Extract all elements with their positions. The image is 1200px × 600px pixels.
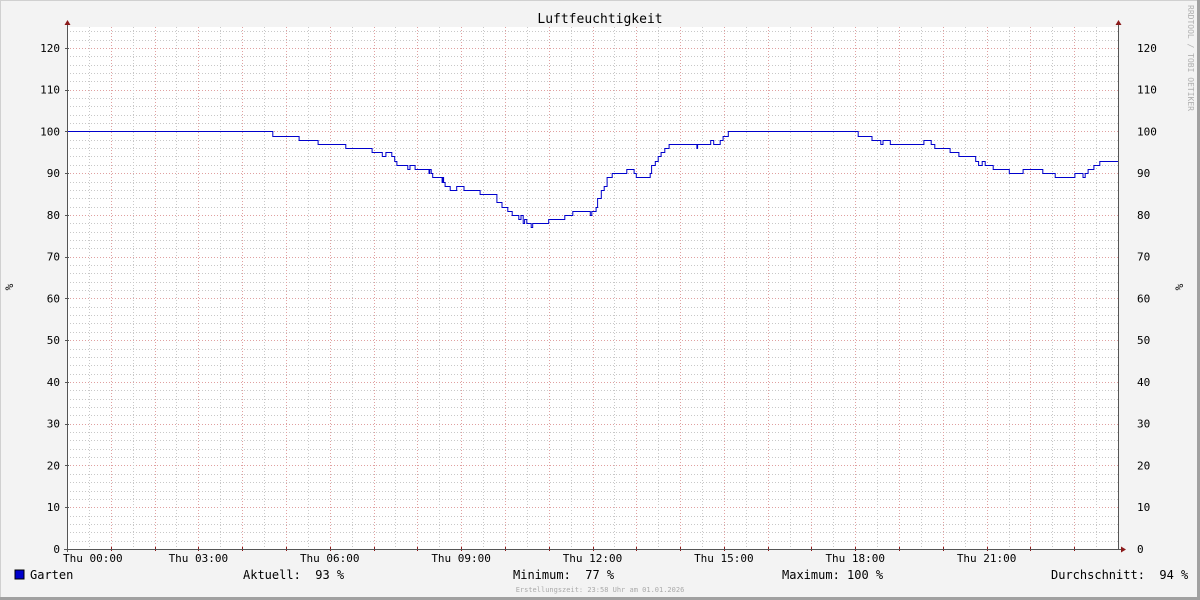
y-tick-label-left: 60 xyxy=(47,292,60,305)
y-tick-label-right: 110 xyxy=(1137,84,1157,97)
y-tick-label-right: 70 xyxy=(1137,251,1150,264)
y-tick-label-left: 40 xyxy=(47,376,60,389)
y-tick-label-right: 20 xyxy=(1137,459,1150,472)
y-tick-label-right: 40 xyxy=(1137,376,1150,389)
axes xyxy=(64,20,1126,553)
y-tick-label-left: 30 xyxy=(47,418,60,431)
y-axis-label-right: % xyxy=(1173,283,1186,290)
y-tick-label-right: 60 xyxy=(1137,292,1150,305)
x-tick-label: Thu 09:00 xyxy=(431,552,491,565)
y-tick-label-left: 100 xyxy=(40,125,60,138)
y-tick-label-right: 120 xyxy=(1137,42,1157,55)
legend-maximum: Maximum: 100 % xyxy=(782,568,884,582)
legend-minimum: Minimum: 77 % xyxy=(513,568,615,582)
y-tick-label-right: 80 xyxy=(1137,209,1150,222)
x-tick-label: Thu 06:00 xyxy=(300,552,360,565)
y-axis-label-left: % xyxy=(3,283,16,290)
y-tick-label-left: 110 xyxy=(40,84,60,97)
x-tick-label: Thu 21:00 xyxy=(957,552,1017,565)
x-tick-label: Thu 03:00 xyxy=(169,552,229,565)
legend-swatch-garten xyxy=(14,569,25,580)
y-tick-label-right: 30 xyxy=(1137,418,1150,431)
y-tick-label-left: 70 xyxy=(47,251,60,264)
y-tick-label-right: 10 xyxy=(1137,501,1150,514)
legend-current: Aktuell: 93 % xyxy=(243,568,345,582)
watermark: RRDTOOL / TOBI OETIKER xyxy=(1186,5,1195,111)
y-tick-label-right: 100 xyxy=(1137,125,1157,138)
y-tick-label-right: 90 xyxy=(1137,167,1150,180)
x-axis-arrow-icon xyxy=(1121,546,1126,553)
plot-area xyxy=(67,27,1118,549)
y-axis-right-arrow-icon xyxy=(1115,20,1122,25)
y-tick-label-right: 50 xyxy=(1137,334,1150,347)
y-tick-label-right: 0 xyxy=(1137,543,1144,556)
x-tick-label: Thu 18:00 xyxy=(825,552,885,565)
creation-time: Erstellungszeit: 23:58 Uhr am 01.01.2026 xyxy=(516,586,685,594)
y-axis-arrow-icon xyxy=(64,20,71,25)
grid xyxy=(67,27,1118,549)
y-tick-label-left: 50 xyxy=(47,334,60,347)
y-tick-label-left: 10 xyxy=(47,501,60,514)
chart-title: Luftfeuchtigkeit xyxy=(537,12,662,27)
x-tick-label: Thu 15:00 xyxy=(694,552,754,565)
y-tick-label-left: 0 xyxy=(53,543,60,556)
y-tick-label-left: 90 xyxy=(47,167,60,180)
series-line-garten xyxy=(67,131,1118,228)
y-tick-label-left: 80 xyxy=(47,209,60,222)
legend-average: Durchschnitt: 94 % xyxy=(1051,568,1189,582)
x-tick-label: Thu 12:00 xyxy=(563,552,623,565)
y-tick-label-left: 120 xyxy=(40,42,60,55)
x-tick-label: Thu 00:00 xyxy=(63,552,123,565)
legend-series-name: Garten xyxy=(30,568,73,582)
y-tick-label-left: 20 xyxy=(47,459,60,472)
